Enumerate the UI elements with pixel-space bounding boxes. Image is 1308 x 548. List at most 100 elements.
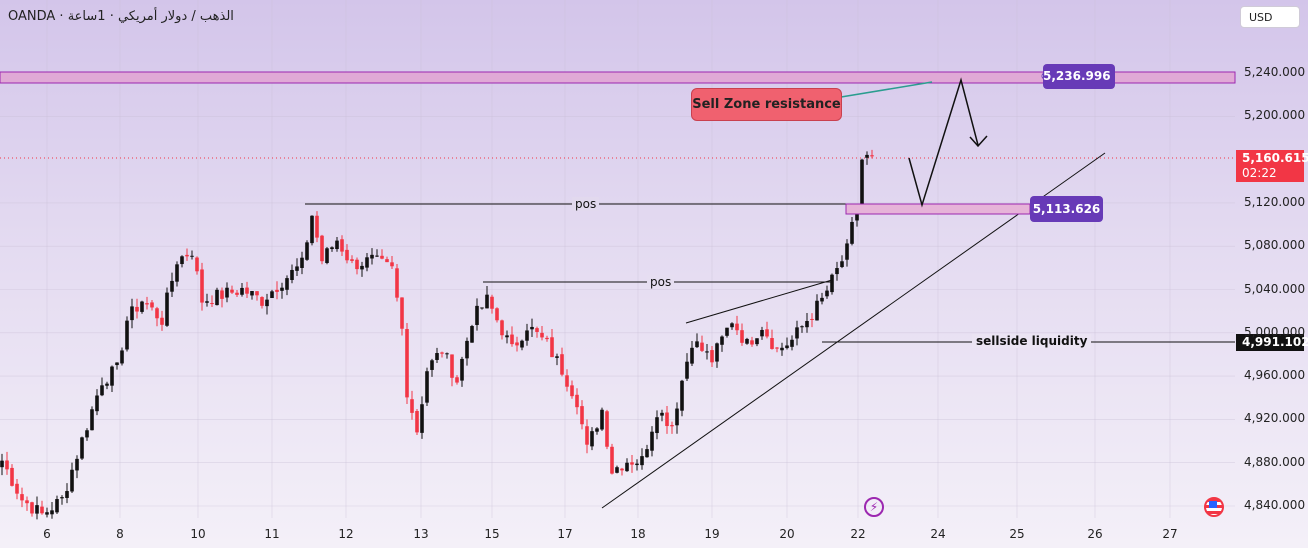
candle-body [710,350,714,363]
us-flag-icon[interactable] [1204,497,1224,517]
candle-body [200,269,204,303]
candle-body [205,301,209,303]
candle-body [580,406,584,425]
candle-body [130,306,134,321]
candle-body [755,338,759,345]
time-tick-label: 8 [116,527,124,541]
candle-body [185,254,189,257]
candle-body [510,334,514,345]
wedge-top-line[interactable] [685,279,833,324]
candle-body [785,345,789,349]
support-price-tag[interactable]: 5,113.626 [1030,196,1103,222]
candle-body [405,329,409,398]
candle-body [630,462,634,465]
candle-body [835,268,839,275]
candle-body [395,268,399,298]
candle-body [330,247,334,250]
candle-body [780,347,784,351]
candle-body [470,326,474,343]
candle-body [15,483,19,494]
candle-body [520,340,524,348]
projection-path[interactable] [908,77,979,208]
candle-body [555,356,559,358]
price-tick-label: 4,960.000 [1244,368,1306,383]
candle-body [340,239,344,252]
candle-body [120,350,124,364]
candle-body [625,462,629,472]
candle-body [25,500,29,504]
candle-body [605,411,609,447]
candles [0,149,874,520]
candle-body [420,404,424,433]
candle-body [500,320,504,336]
candle-body [820,297,824,302]
candle-body [325,248,329,264]
candle-body [690,347,694,364]
support-box[interactable] [845,203,1031,215]
candle-body [295,266,299,271]
grid [0,0,1235,518]
candle-body [475,305,479,325]
candle-body [615,467,619,473]
candle-body [455,377,459,383]
candle-body [810,318,814,320]
current-price-value: 5,160.615 [1242,151,1308,165]
time-tick-label: 20 [779,527,795,541]
sell-zone-callout[interactable]: Sell Zone resistance [691,88,842,121]
candle-body [215,289,219,306]
candle-body [50,510,54,515]
candle-body [425,371,429,403]
candle-body [285,278,289,290]
candle-body [265,299,269,307]
candle-body [220,290,224,299]
candle-body [505,335,509,338]
price-tick-label: 5,000.000 [1244,324,1306,339]
time-tick-label: 18 [630,527,646,541]
candle-body [695,341,699,348]
candle-body [80,437,84,459]
sell-zone-band[interactable] [0,71,1236,84]
candle-body [545,337,549,340]
candle-body [210,303,214,305]
candle-body [75,458,79,471]
candle-body [180,256,184,265]
candle-body [800,326,804,328]
sell-zone-price-tag[interactable]: 5,236.996 [1043,64,1115,89]
candle-body [255,291,259,296]
currency-button[interactable]: USD [1240,6,1300,28]
candle-body [390,262,394,267]
candle-body [610,446,614,474]
candle-body [480,307,484,309]
candle-body [280,287,284,291]
candle-body [600,409,604,430]
candle-body [20,494,24,501]
candle-body [440,352,444,354]
candle-body [535,328,539,332]
candle-body [360,265,364,270]
candle-body [730,323,734,328]
candle-body [870,155,874,157]
candle-body [300,257,304,268]
candle-body [750,340,754,345]
candle-body [375,255,379,257]
candle-body [385,259,389,263]
candle-body [90,409,94,431]
candle-body [805,320,809,328]
candle-body [100,385,104,396]
candle-body [680,380,684,411]
candle-body [485,294,489,309]
candle-body [10,467,14,486]
candle-body [740,330,744,343]
candle-body [350,259,354,261]
candle-body [275,289,279,292]
pos-label-1: pos [572,197,600,211]
candle-body [660,412,664,416]
candle-body [400,297,404,329]
candle-body [245,287,249,294]
lightning-icon[interactable]: ⚡ [864,497,884,517]
candle-body [670,425,674,427]
candle-body [650,431,654,451]
candle-body [165,292,169,326]
candle-body [700,342,704,351]
